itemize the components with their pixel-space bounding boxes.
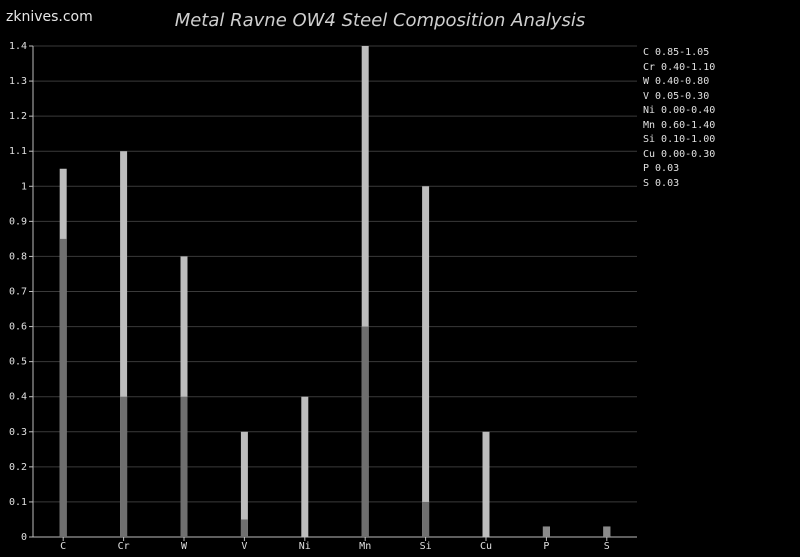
x-tick-label: Ni xyxy=(299,541,311,552)
legend-entry: Ni 0.00-0.40 xyxy=(643,105,716,116)
bar-min-w xyxy=(180,396,188,537)
y-tick-label: 0.4 xyxy=(9,392,27,403)
bar-min-s xyxy=(603,526,611,537)
legend-entry: C 0.85-1.05 xyxy=(643,47,710,58)
bar-min-si xyxy=(422,501,430,537)
y-tick-label: 0.1 xyxy=(9,497,27,508)
y-tick-label: 0.8 xyxy=(9,251,27,262)
x-tick-label: S xyxy=(604,541,610,552)
x-tick-label: W xyxy=(181,541,188,552)
bar-min-mn xyxy=(361,326,369,537)
legend-entry: Mn 0.60-1.40 xyxy=(643,119,716,131)
bar-max-v xyxy=(240,431,248,537)
y-tick-label: 1.1 xyxy=(9,146,27,157)
x-tick-label: C xyxy=(60,541,66,552)
bar-min-cr xyxy=(120,396,128,537)
y-tick-label: 1 xyxy=(21,181,27,192)
bar-max-mn xyxy=(361,46,369,537)
legend-entry: Cu 0.00-0.30 xyxy=(643,148,716,160)
bar-min-c xyxy=(59,238,67,537)
chart-legend: C 0.85-1.05 Cr 0.40-1.10 W 0.40-0.80 V 0… xyxy=(643,46,715,191)
bar-min-v xyxy=(240,519,248,537)
bar-max-si xyxy=(422,186,430,538)
x-tick-label: Cu xyxy=(480,541,492,552)
x-tick-label: Mn xyxy=(359,541,371,552)
x-tick-label: P xyxy=(543,541,549,552)
x-tick-label: V xyxy=(241,541,247,552)
y-tick-label: 0 xyxy=(21,532,27,543)
bar-min-p xyxy=(542,526,550,537)
legend-entry: W 0.40-0.80 xyxy=(643,76,710,87)
legend-entry: P 0.03 xyxy=(643,163,680,174)
bar-max-ni xyxy=(301,396,309,537)
y-tick-label: 0.2 xyxy=(9,462,27,473)
chart-title: Metal Ravne OW4 Steel Composition Analys… xyxy=(174,10,586,31)
x-tick-label: Cr xyxy=(118,541,130,552)
site-logo[interactable]: zknives.com xyxy=(6,9,93,25)
legend-entry: Si 0.10-1.00 xyxy=(643,134,716,145)
bar-max-cu xyxy=(482,431,490,537)
x-tick-label: Si xyxy=(420,541,432,552)
y-tick-label: 1.2 xyxy=(9,111,27,122)
bar-max-cr xyxy=(120,151,128,537)
legend-entry: Cr 0.40-1.10 xyxy=(643,61,716,73)
legend-entry: V 0.05-0.30 xyxy=(643,90,710,102)
y-tick-label: 0.7 xyxy=(9,287,27,298)
y-tick-label: 0.3 xyxy=(9,427,27,438)
y-tick-label: 0.6 xyxy=(9,322,27,333)
y-tick-label: 1.3 xyxy=(9,76,27,87)
legend-entry: S 0.03 xyxy=(643,177,680,189)
y-tick-label: 0.5 xyxy=(9,357,27,368)
y-tick-label: 1.4 xyxy=(9,41,27,52)
y-tick-label: 0.9 xyxy=(9,216,27,227)
